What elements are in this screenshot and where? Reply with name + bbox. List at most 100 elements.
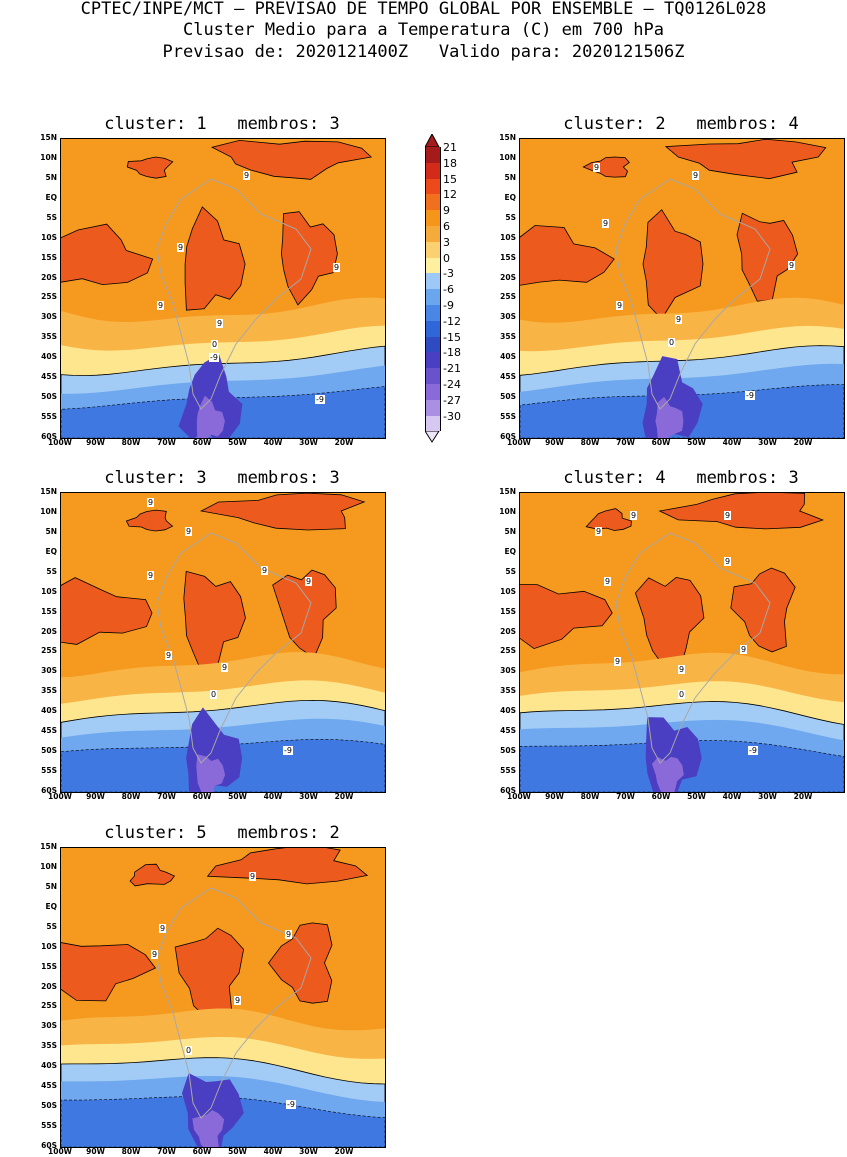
latitude-label: 15N (40, 487, 57, 496)
contour-label: 9 (333, 263, 341, 272)
colorbar-swatch (425, 320, 441, 337)
longitude-label: 80W (121, 792, 141, 801)
longitude-label: 70W (157, 1147, 176, 1156)
colorbar-swatch (425, 178, 441, 195)
contour-label: 0 (678, 690, 686, 699)
longitude-label: 40W (722, 792, 742, 801)
latitude-label: 35S (500, 686, 516, 696)
longitude-label: 80W (580, 792, 600, 801)
colorbar-label: -12 (443, 314, 461, 328)
colorbar-swatch (425, 399, 441, 416)
contour-label: 9 (216, 319, 224, 328)
longitude-label: 20W (334, 792, 354, 801)
colorbar-label: 21 (443, 141, 457, 154)
longitude-label: 40W (263, 1147, 283, 1156)
warm-region (272, 569, 337, 659)
colorbar-label: -15 (443, 330, 461, 344)
temperature-map: 9 9 9 9 9 0 -9 (60, 847, 386, 1148)
colorbar-swatch (425, 289, 441, 305)
latitude-label: 20S (41, 981, 57, 991)
latitude-label: 10S (500, 586, 516, 596)
longitude-label: 50W (228, 792, 247, 801)
latitude-label: 45S (41, 1081, 57, 1091)
warm-region (280, 211, 338, 306)
colorbar-label: 6 (443, 220, 450, 233)
warm-region (183, 570, 246, 675)
continent-outline (156, 532, 312, 764)
contour-label: -9 (745, 391, 755, 400)
latitude-label: 60S (41, 1141, 57, 1150)
longitude-label: 100W (507, 792, 531, 801)
cold-core (178, 354, 243, 438)
latitude-label: 45S (500, 726, 516, 736)
temperature-field (520, 139, 844, 438)
longitude-label: 70W (616, 438, 635, 447)
longitude-label: 50W (228, 438, 247, 447)
latitude-label: 5N (45, 172, 58, 182)
colorbar-swatch (425, 194, 441, 211)
contour-label: 9 (165, 651, 173, 660)
latitude-label: 50S (41, 392, 57, 402)
contour-label: 9 (675, 315, 683, 324)
latitude-label: 15N (40, 842, 57, 851)
contour-label: 9 (243, 171, 251, 180)
warm-region (61, 577, 153, 645)
colorbar-swatch (425, 368, 441, 384)
warm-region (126, 156, 174, 179)
latitude-label: 15S (41, 961, 57, 971)
contour-label: 9 (261, 566, 269, 575)
header-line-3: Previsao de: 2020121400Z Valido para: 20… (162, 42, 685, 62)
contour-label: 9 (157, 301, 165, 310)
latitude-label: 25S (500, 292, 516, 302)
contour-label: 9 (788, 261, 796, 270)
warm-region (658, 493, 824, 530)
latitude-label: EQ (45, 901, 58, 911)
contour-label: 9 (604, 577, 612, 586)
latitude-label: 25S (41, 646, 57, 656)
map-panel-4: cluster: 4 membros: 3 9 9 9 9 9 9 9 9 0 -9 15N 10N 5N… (499, 468, 845, 801)
colorbar-swatch (425, 257, 441, 274)
colorbar-swatch (425, 241, 441, 258)
latitude-label: 40S (500, 352, 516, 362)
colorbar-swatch (425, 210, 441, 226)
panel-title: cluster: 4 membros: 3 (563, 468, 799, 488)
warm-region (206, 848, 369, 885)
latitude-label: 20S (41, 272, 57, 282)
latitude-label: 5N (45, 526, 58, 536)
warm-region (642, 209, 704, 320)
colorbar-label: -30 (443, 409, 461, 423)
temperature-field (61, 848, 385, 1147)
latitude-label: 30S (500, 666, 516, 676)
colorbar-label: -24 (443, 378, 461, 391)
latitude-label: 25S (41, 292, 57, 302)
latitude-label: 5S (505, 566, 516, 576)
temperature-field (520, 493, 844, 792)
longitude-label: 70W (157, 792, 176, 801)
contour-label: 9 (305, 577, 313, 586)
longitude-label: 30W (758, 792, 777, 801)
latitude-label: 55S (500, 412, 516, 422)
colorbar-top-arrow (425, 134, 440, 148)
colorbar-swatch (425, 336, 441, 353)
latitude-label: 45S (41, 372, 57, 382)
colorbar-label: 18 (443, 156, 457, 170)
colorbar-swatch (425, 273, 441, 290)
temperature-map: 9 9 9 9 9 0 -9 -9 (60, 138, 386, 439)
colorbar-label: -3 (443, 267, 454, 281)
header-line-1: CPTEC/INPE/MCT — PREVISAO DE TEMPO GLOBA… (80, 0, 767, 19)
longitude-label: 20W (334, 1147, 354, 1156)
contour-label: 9 (593, 163, 601, 172)
colorbar-swatch (425, 305, 441, 321)
longitude-label: 60W (192, 792, 212, 801)
latitude-label: 30S (41, 312, 57, 322)
continent-outline (615, 178, 771, 410)
contour-label: -9 (283, 746, 293, 755)
longitude-label: 80W (580, 438, 600, 447)
contour-label: 0 (185, 1046, 193, 1055)
contour-label: 9 (234, 996, 242, 1005)
colorbar-label: 12 (443, 188, 457, 202)
contour-label: 9 (724, 511, 732, 520)
latitude-label: 25S (500, 646, 516, 656)
latitude-label: 40S (41, 352, 57, 362)
latitude-label: 5N (504, 526, 517, 536)
